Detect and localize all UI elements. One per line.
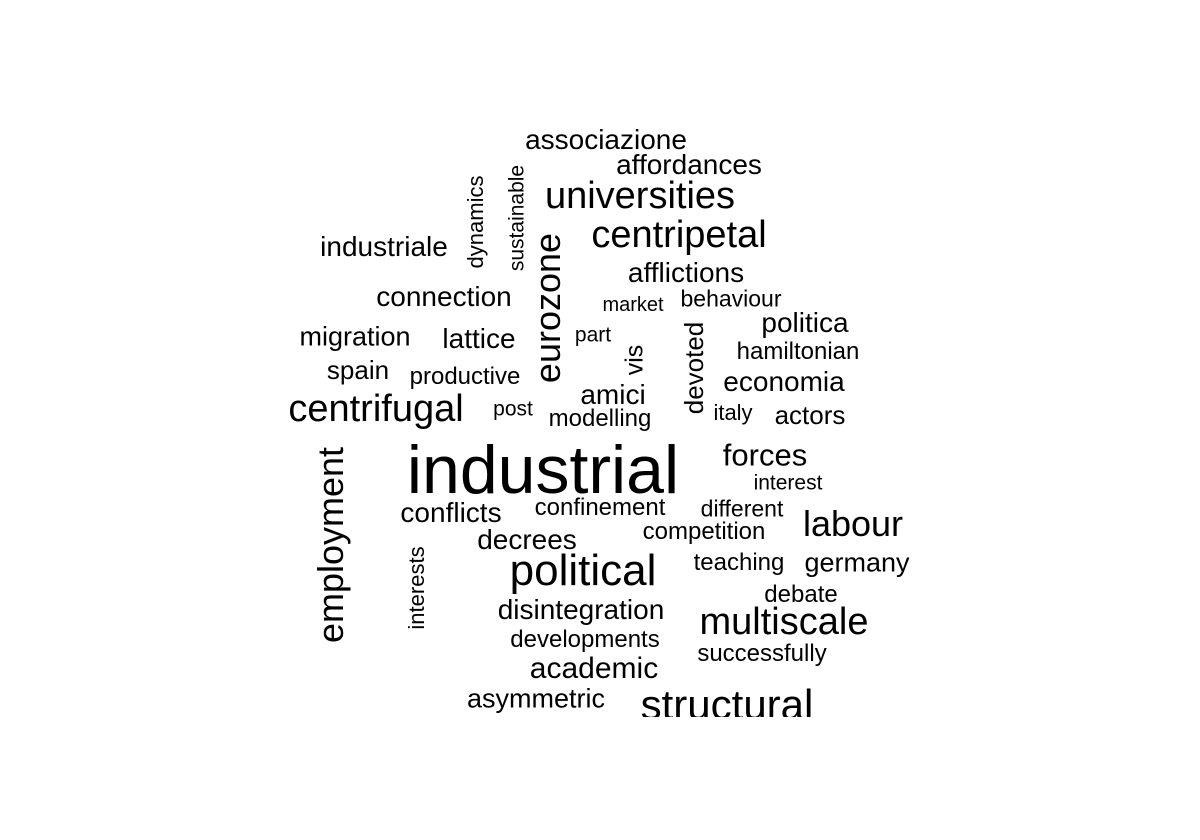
word-successfully: successfully xyxy=(697,640,827,667)
word-decrees: decrees xyxy=(477,524,577,555)
word-germany: germany xyxy=(804,547,910,578)
word-forces: forces xyxy=(722,437,808,473)
word-academic: academic xyxy=(529,652,659,685)
word-sustainable: sustainable xyxy=(505,164,529,272)
word-interests: interests xyxy=(404,546,429,630)
word-confinement: confinement xyxy=(534,494,666,521)
word-behaviour: behaviour xyxy=(680,285,782,312)
word-centrifugal: centrifugal xyxy=(288,388,464,430)
word-modelling: modelling xyxy=(548,405,652,432)
word-interest: interest xyxy=(753,471,823,495)
word-debate: debate xyxy=(764,581,838,608)
word-centripetal: centripetal xyxy=(591,214,767,256)
word-hamiltonian: hamiltonian xyxy=(736,338,860,365)
word-connection: connection xyxy=(376,281,512,312)
word-amici: amici xyxy=(580,379,646,410)
word-italy: italy xyxy=(713,400,753,425)
word-labour: labour xyxy=(802,503,904,544)
word-multiscale: multiscale xyxy=(699,601,869,643)
word-lattice: lattice xyxy=(442,323,516,354)
word-economia: economia xyxy=(723,366,845,397)
word-post: post xyxy=(493,397,533,421)
word-industriale: industriale xyxy=(320,231,448,262)
word-devoted: devoted xyxy=(679,321,709,415)
word-conflicts: conflicts xyxy=(400,497,502,528)
word-disintegration: disintegration xyxy=(497,594,665,625)
word-competition: competition xyxy=(642,518,766,545)
word-afflictions: afflictions xyxy=(627,257,745,288)
word-different: different xyxy=(700,495,784,522)
word-cloud-area: industrial political structural centrifugal… xyxy=(288,124,910,718)
word-associazione: associazione xyxy=(525,124,687,155)
word-political: political xyxy=(509,546,657,595)
word-asymmetric: asymmetric xyxy=(466,683,606,714)
word-affordances: affordances xyxy=(616,149,762,180)
word-developments: developments xyxy=(510,626,660,653)
word-actors: actors xyxy=(774,400,846,430)
word-structural: structural xyxy=(640,681,814,718)
word-spain: spain xyxy=(326,355,390,385)
word-migration: migration xyxy=(299,321,411,352)
word-politica: politica xyxy=(761,307,849,338)
word-market: market xyxy=(602,294,664,316)
word-teaching: teaching xyxy=(693,549,785,576)
word-vis: vis xyxy=(620,344,649,376)
word-eurozone: eurozone xyxy=(527,232,568,384)
word-industrial: industrial xyxy=(406,432,680,508)
word-productive: productive xyxy=(409,363,521,390)
word-dynamics: dynamics xyxy=(463,175,488,269)
word-universities: universities xyxy=(544,175,736,217)
word-part: part xyxy=(574,323,612,347)
word-employment: employment xyxy=(310,446,351,644)
